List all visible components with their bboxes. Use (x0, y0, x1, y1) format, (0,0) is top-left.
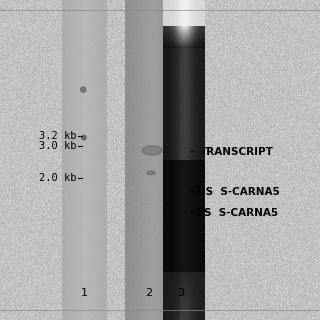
Text: -: - (190, 147, 194, 157)
Text: 2.0 kb: 2.0 kb (39, 172, 77, 183)
Text: -: - (190, 187, 194, 197)
Text: DS  S-CARNA5: DS S-CARNA5 (197, 187, 280, 197)
Text: 3.0 kb: 3.0 kb (39, 140, 77, 151)
Circle shape (82, 135, 86, 140)
Text: -: - (190, 208, 194, 218)
Text: TRANSCRIPT: TRANSCRIPT (200, 147, 274, 157)
Circle shape (81, 87, 86, 92)
Ellipse shape (147, 171, 155, 175)
Text: 3: 3 (177, 288, 184, 298)
Text: 2: 2 (145, 288, 152, 298)
Text: 3.2 kb: 3.2 kb (39, 131, 77, 141)
Text: 1: 1 (81, 288, 88, 298)
Ellipse shape (142, 146, 162, 155)
Text: SS  S-CARNA5: SS S-CARNA5 (197, 208, 278, 218)
